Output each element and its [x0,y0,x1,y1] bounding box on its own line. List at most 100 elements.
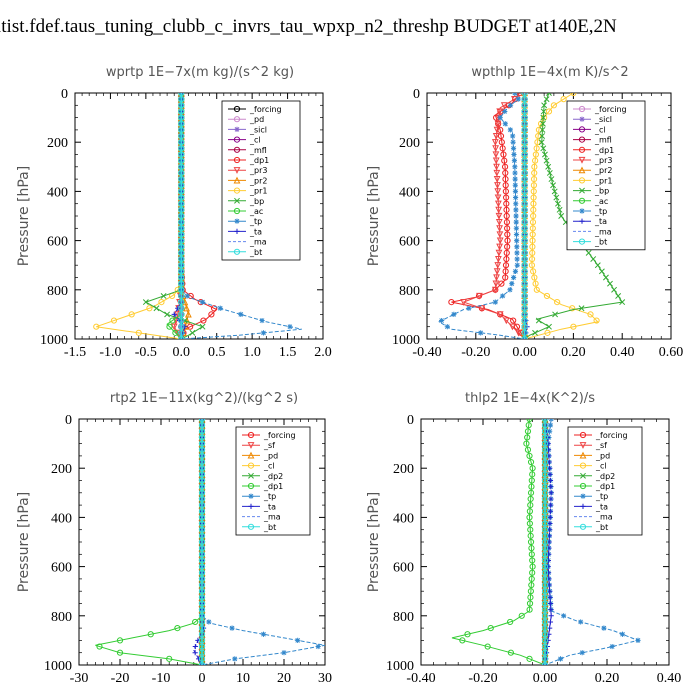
series-marker [521,194,528,201]
series-marker [494,188,502,196]
legend-label: _sicl [249,125,267,134]
series-marker [504,225,511,232]
series-marker [545,108,553,115]
series-marker [548,496,554,502]
series-marker [192,650,198,656]
legend-marker [233,187,241,194]
series-marker [531,169,538,177]
series-marker [554,299,561,306]
series-marker [496,237,504,245]
series-marker [497,115,503,121]
series-marker [178,126,185,133]
series-marker [528,575,535,583]
x-tick-label: -0.20 [461,345,490,360]
series-marker [528,477,535,484]
series-marker [478,330,484,336]
series-marker [539,133,546,140]
series-marker [198,575,206,583]
series-marker [541,477,549,484]
series-marker [529,563,536,570]
legend-label: _dp1 [594,146,614,155]
legend-label: _bt [249,248,262,257]
series-marker [526,514,533,521]
series-marker [178,243,185,250]
series-marker [548,484,554,490]
series-marker [171,311,177,317]
legend-label: _ac [249,207,263,216]
series-marker [492,280,500,288]
legend-marker [578,146,586,153]
series-marker [496,225,503,233]
series-marker [521,329,528,336]
series-marker [178,157,185,164]
series-marker [494,255,502,263]
series-marker [548,613,554,619]
series-marker [521,176,528,183]
series-marker [178,96,185,103]
series-line [451,419,546,665]
series-marker [541,102,548,109]
series-marker [541,631,549,638]
series-marker [198,649,206,656]
series-marker [611,286,618,293]
series-marker [521,126,528,133]
series-marker [198,606,206,613]
legend-marker [233,105,241,113]
series-marker [526,655,533,662]
series-marker [178,169,185,177]
series-marker [198,612,206,619]
series-marker [178,231,185,238]
series-marker [570,93,577,97]
series-marker [547,428,553,434]
series-marker [541,465,549,472]
series-marker [521,200,528,207]
series-marker [198,434,206,441]
legend-marker [233,248,241,255]
y-tick-label: 600 [51,561,72,576]
series-marker [502,262,510,269]
series-marker [557,656,564,662]
series-marker [528,255,536,263]
series-marker [507,618,514,626]
series-marker [547,520,553,527]
legend-marker [579,442,587,449]
legend-marker [247,431,255,439]
series-marker [532,157,539,164]
series-marker [232,656,238,662]
series-marker [529,225,536,232]
series-marker [521,323,528,330]
series-marker [560,96,567,103]
legend-label: _ma [249,238,267,247]
series-marker [530,194,537,201]
y-tick-label: 1000 [40,333,68,348]
series-marker [541,489,549,496]
legend-marker [578,238,586,245]
series-marker [521,237,528,244]
series-marker [541,532,549,539]
series-marker [507,127,513,133]
series-marker [198,643,206,650]
series-marker [535,317,542,324]
legend-label: _tp [263,492,276,501]
series-marker [166,323,173,330]
series-marker [459,637,466,644]
series-marker [529,249,536,256]
series-marker [464,631,471,638]
series-marker [503,200,510,207]
series-marker [198,631,206,638]
series-marker [507,102,514,108]
series-marker [578,619,584,625]
series-marker [198,526,206,533]
series-marker [502,268,509,275]
series-marker [534,139,541,146]
legend-marker [580,493,586,499]
series-marker [494,120,502,128]
series-marker [178,194,185,201]
series-marker [178,151,185,158]
series-marker [512,188,519,194]
series-marker [195,656,202,662]
series-marker [451,311,457,317]
y-tick-label: 400 [399,185,420,200]
series-marker [541,557,549,564]
